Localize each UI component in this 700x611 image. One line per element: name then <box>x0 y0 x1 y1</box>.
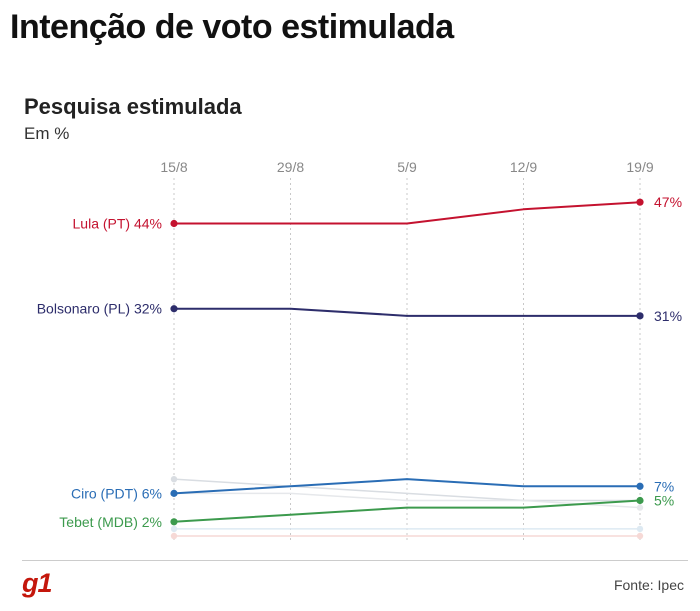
series-point-other-1 <box>170 475 178 483</box>
chart-title: Pesquisa estimulada <box>24 94 242 119</box>
series-point-ciro-pdt <box>170 489 178 497</box>
series-line-other-2 <box>174 492 641 509</box>
series-point-lula-pt <box>170 219 178 228</box>
series-point-other-2 <box>636 504 644 511</box>
series-point-tebet-mdb <box>170 518 178 526</box>
start-label-tebet-mdb: Tebet (MDB) 2% <box>59 514 162 530</box>
x-tick-label: 19/9 <box>626 159 653 175</box>
series-point-other-3 <box>170 525 178 533</box>
series-point-other-4 <box>636 532 644 540</box>
series-point-bolsonaro-pl <box>636 312 644 320</box>
start-label-lula-pt: Lula (PT) 44% <box>73 216 162 232</box>
series-line-tebet-mdb <box>173 499 641 523</box>
series-point-other-3 <box>636 525 644 533</box>
x-tick-label: 5/9 <box>397 159 417 175</box>
x-tick-label: 15/8 <box>160 159 187 175</box>
series-line-bolsonaro-pl <box>174 307 640 317</box>
series-line-other-1 <box>173 478 640 502</box>
line-chart: 15/8 29/8 5/9 12/9 19/9 Lula (PT) 44% 47% Bolso… <box>37 159 682 540</box>
chart-subtitle: Em % <box>24 124 70 143</box>
end-label-ciro-pdt: 7% <box>654 478 674 494</box>
end-label-bolsonaro-pl: 31% <box>654 308 682 324</box>
series-point-other-4 <box>170 532 178 540</box>
series-point-tebet-mdb <box>636 496 644 505</box>
page-title: Intenção de voto estimulada <box>10 8 454 46</box>
series-point-lula-pt <box>636 198 644 206</box>
end-label-lula-pt: 47% <box>654 194 682 210</box>
series-point-ciro-pdt <box>636 482 644 490</box>
start-label-bolsonaro-pl: Bolsonaro (PL) 32% <box>37 301 162 317</box>
start-label-ciro-pdt: Ciro (PDT) 6% <box>71 485 162 501</box>
x-tick-label: 29/8 <box>277 159 304 175</box>
series-point-bolsonaro-pl <box>170 305 178 313</box>
x-tick-label: 12/9 <box>510 159 537 175</box>
end-label-tebet-mdb: 5% <box>654 492 674 508</box>
series-line-ciro-pdt <box>173 478 640 495</box>
footer-divider <box>22 560 688 561</box>
source-note: Fonte: Ipec <box>613 577 684 593</box>
g1-logo: g1 <box>22 568 52 598</box>
series-line-lula-pt <box>174 201 641 225</box>
